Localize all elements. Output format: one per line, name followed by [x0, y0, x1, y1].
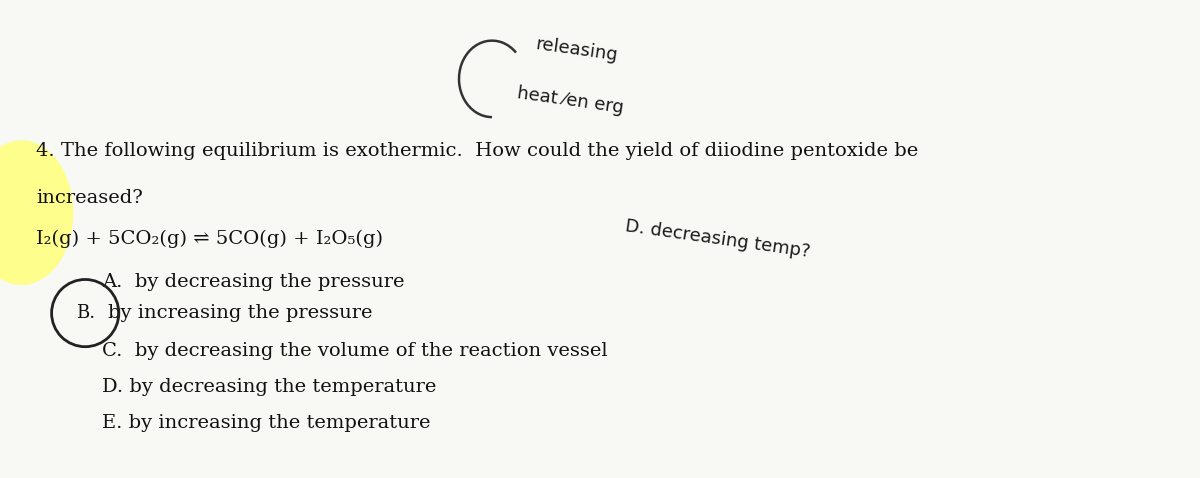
- Text: D. by decreasing the temperature: D. by decreasing the temperature: [102, 378, 437, 396]
- Text: I₂(g) + 5CO₂(g) ⇌ 5CO(g) + I₂O₅(g): I₂(g) + 5CO₂(g) ⇌ 5CO(g) + I₂O₅(g): [36, 230, 383, 248]
- Text: E. by increasing the temperature: E. by increasing the temperature: [102, 414, 431, 432]
- Text: 4. The following equilibrium is exothermic.  How could the yield of diiodine pen: 4. The following equilibrium is exotherm…: [36, 141, 918, 160]
- Text: C.  by decreasing the volume of the reaction vessel: C. by decreasing the volume of the react…: [102, 342, 607, 360]
- Ellipse shape: [0, 141, 73, 284]
- Text: D. decreasing temp?: D. decreasing temp?: [624, 217, 811, 261]
- Text: B.: B.: [76, 304, 95, 322]
- Text: releasing: releasing: [534, 35, 618, 65]
- Text: heat ⁄en erg: heat ⁄en erg: [516, 84, 625, 117]
- Text: increased?: increased?: [36, 189, 143, 207]
- Text: A.  by decreasing the pressure: A. by decreasing the pressure: [102, 273, 404, 291]
- Text: by increasing the pressure: by increasing the pressure: [108, 304, 372, 322]
